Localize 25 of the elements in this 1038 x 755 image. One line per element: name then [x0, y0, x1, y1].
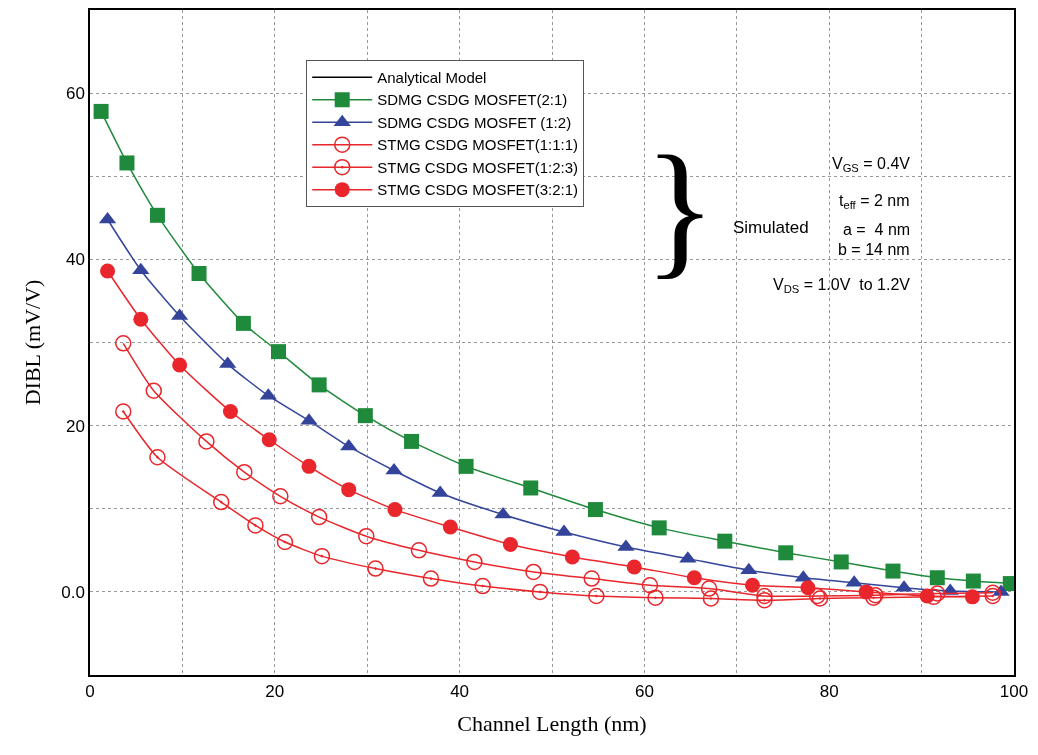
x-tick-label: 20: [265, 682, 285, 702]
x-tick-label: 40: [450, 682, 470, 702]
legend-label: Analytical Model: [377, 68, 487, 86]
annotation: }: [644, 125, 716, 291]
annotation: a = 4 nm: [843, 221, 911, 238]
annotation: b = 14 nm: [838, 241, 910, 258]
y-tick-label: 20: [65, 416, 85, 436]
y-tick-label: 0.0: [61, 582, 85, 602]
y-axis-title: DIBL (mV/V): [19, 279, 45, 406]
legend-label: STMG CSDG MOSFET(1:2:3): [377, 158, 579, 176]
legend-label: SDMG CSDG MOSFET(2:1): [377, 91, 568, 109]
legend-label: SDMG CSDG MOSFET (1:2): [377, 113, 572, 131]
annotation: Simulated: [733, 218, 809, 237]
y-tick-label: 60: [65, 84, 85, 104]
legend-label: STMG CSDG MOSFET(3:2:1): [377, 181, 579, 199]
annotation: V$_{DS}$ = 1.0V to 1.2V: [773, 276, 911, 296]
x-tick-label: 100: [999, 682, 1029, 702]
legend-label: STMG CSDG MOSFET(1:1:1): [377, 136, 579, 154]
annotation: V$_{GS}$ = 0.4V: [832, 155, 911, 175]
y-tick-label: 40: [65, 250, 85, 270]
x-tick-label: 60: [634, 682, 654, 702]
x-tick-label: 80: [819, 682, 839, 702]
annotation: t$_{eff}$ = 2 nm: [839, 192, 910, 212]
x-tick-label: 0: [85, 682, 95, 702]
x-axis-title: Channel Length (nm): [457, 710, 647, 736]
